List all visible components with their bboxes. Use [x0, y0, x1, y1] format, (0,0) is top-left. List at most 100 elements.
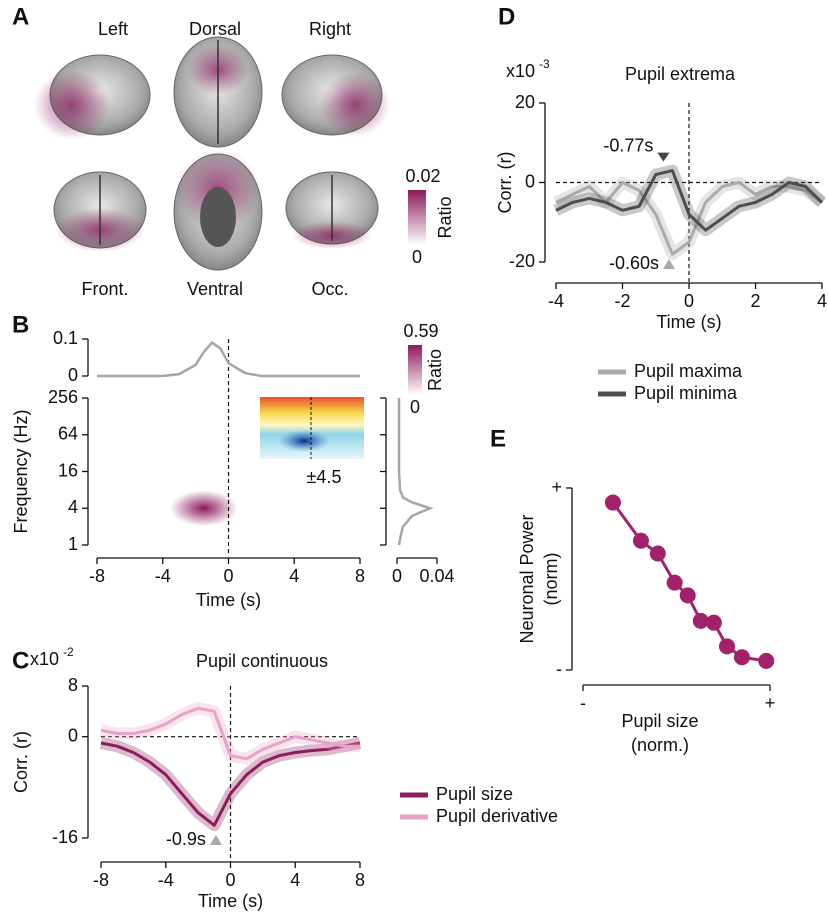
- view-label: Left: [98, 19, 128, 39]
- view-label: Right: [309, 19, 351, 39]
- x-axis-unit: (norm.): [631, 735, 689, 755]
- y-tick-label: 16: [58, 460, 78, 480]
- marker: [733, 649, 750, 666]
- x-axis-label: Time (s): [656, 312, 721, 332]
- legend-label: Pupil maxima: [634, 361, 743, 381]
- marker: [604, 494, 621, 511]
- x-axis-label: Time (s): [196, 590, 261, 610]
- x-tick-label: 0: [223, 566, 233, 586]
- x-tick-label: -8: [89, 566, 105, 586]
- annotation-marker: [663, 259, 676, 269]
- y-tick-label: 8: [68, 675, 78, 695]
- chart-title: Pupil extrema: [625, 64, 736, 84]
- series-line: [555, 181, 823, 256]
- x-tick-label: -4: [158, 870, 174, 890]
- colorbar: [408, 345, 422, 395]
- chart-title: Pupil continuous: [196, 651, 328, 671]
- x-tick-label: 0.04: [419, 566, 454, 586]
- view-label: Front.: [81, 279, 128, 299]
- y-tick-label: 256: [48, 387, 78, 407]
- inset-heatmap: [260, 397, 364, 459]
- y-tick-label: -20: [509, 251, 535, 271]
- x-tick-label: 0: [392, 566, 402, 586]
- view-label: Ventral: [187, 279, 243, 299]
- x-tick-label: 8: [355, 566, 365, 586]
- marker: [692, 612, 709, 629]
- annotation-marker: [209, 835, 222, 845]
- y-scale: x10: [506, 61, 535, 81]
- annotation: -0.9s: [166, 829, 206, 849]
- panel-letter: C: [12, 647, 29, 674]
- x-tick-label: -2: [614, 291, 630, 311]
- y-tick-label: 0.1: [53, 328, 78, 348]
- x-tick-label: -4: [548, 291, 564, 311]
- x-tick-label: +: [765, 693, 776, 713]
- brain-overlay: [320, 73, 390, 137]
- y-tick-label: 1: [68, 534, 78, 554]
- legend-label: Pupil minima: [634, 383, 738, 403]
- y-tick-label: -: [556, 659, 562, 679]
- annotation: -0.60s: [609, 253, 659, 273]
- x-tick-label: 0: [225, 870, 235, 890]
- colorbar-label: Ratio: [435, 196, 455, 238]
- marker: [649, 545, 666, 562]
- view-label: Occ.: [311, 279, 348, 299]
- y-axis-unit: (norm): [541, 553, 561, 606]
- colorbar: [408, 190, 426, 245]
- y-scale-exponent: -3: [539, 57, 550, 71]
- y-tick-label: -16: [52, 827, 78, 847]
- x-tick-label: 4: [290, 870, 300, 890]
- annotation-marker: [657, 152, 670, 162]
- x-tick-label: 4: [817, 291, 827, 311]
- series-line: [100, 741, 361, 827]
- y-axis-label: Corr. (r): [495, 152, 515, 214]
- y-tick-label: +: [551, 477, 562, 497]
- series-line: [100, 706, 360, 761]
- annotation: -0.77s: [603, 135, 653, 155]
- colorbar-tick-label: 0.59: [403, 321, 438, 341]
- y-scale-exponent: -2: [63, 645, 74, 659]
- colorbar-tick-label: 0: [410, 397, 420, 417]
- colorbar-tick-label: 0: [412, 247, 422, 267]
- inset-label: ±4.5: [307, 467, 342, 487]
- brainstem: [200, 187, 236, 247]
- legend-label: Pupil size: [436, 784, 513, 804]
- x-tick-label: -8: [93, 870, 109, 890]
- marker: [718, 638, 735, 655]
- y-scale: x10: [30, 649, 59, 669]
- x-tick-label: -: [580, 693, 586, 713]
- y-tick-label: 20: [515, 92, 535, 112]
- legend-label: Pupil derivative: [436, 806, 558, 826]
- y-axis-label: Frequency (Hz): [11, 409, 31, 533]
- x-tick-label: 2: [750, 291, 760, 311]
- y-tick-label: 0: [68, 725, 78, 745]
- panel-letter: D: [498, 3, 515, 30]
- panel-letter: A: [12, 3, 29, 30]
- colorbar-tick-label: 0.02: [405, 166, 440, 186]
- y-tick-label: 0: [525, 171, 535, 191]
- marker: [632, 532, 649, 549]
- series-line: [555, 169, 824, 232]
- panel-letter: E: [490, 425, 506, 452]
- frequency-marginal-line: [397, 398, 434, 546]
- colorbar-label: Ratio: [425, 349, 445, 391]
- x-tick-label: 4: [289, 566, 299, 586]
- x-axis-label: Pupil size: [621, 711, 698, 731]
- y-tick-label: 0: [68, 365, 78, 385]
- panel-letter: B: [12, 311, 29, 338]
- marker: [666, 574, 683, 591]
- view-label: Dorsal: [189, 19, 241, 39]
- y-tick-label: 4: [68, 497, 78, 517]
- x-axis-label: Time (s): [198, 891, 263, 911]
- marker: [758, 652, 775, 669]
- y-tick-label: 64: [58, 424, 78, 444]
- marker: [705, 614, 722, 631]
- x-tick-label: 0: [684, 291, 694, 311]
- y-axis-label: Corr. (r): [11, 731, 31, 793]
- time-marginal-line: [97, 341, 360, 378]
- x-tick-label: -4: [155, 566, 171, 586]
- x-tick-label: 8: [355, 870, 365, 890]
- y-axis-label: Neuronal Power: [517, 514, 537, 643]
- series-line: [611, 501, 767, 663]
